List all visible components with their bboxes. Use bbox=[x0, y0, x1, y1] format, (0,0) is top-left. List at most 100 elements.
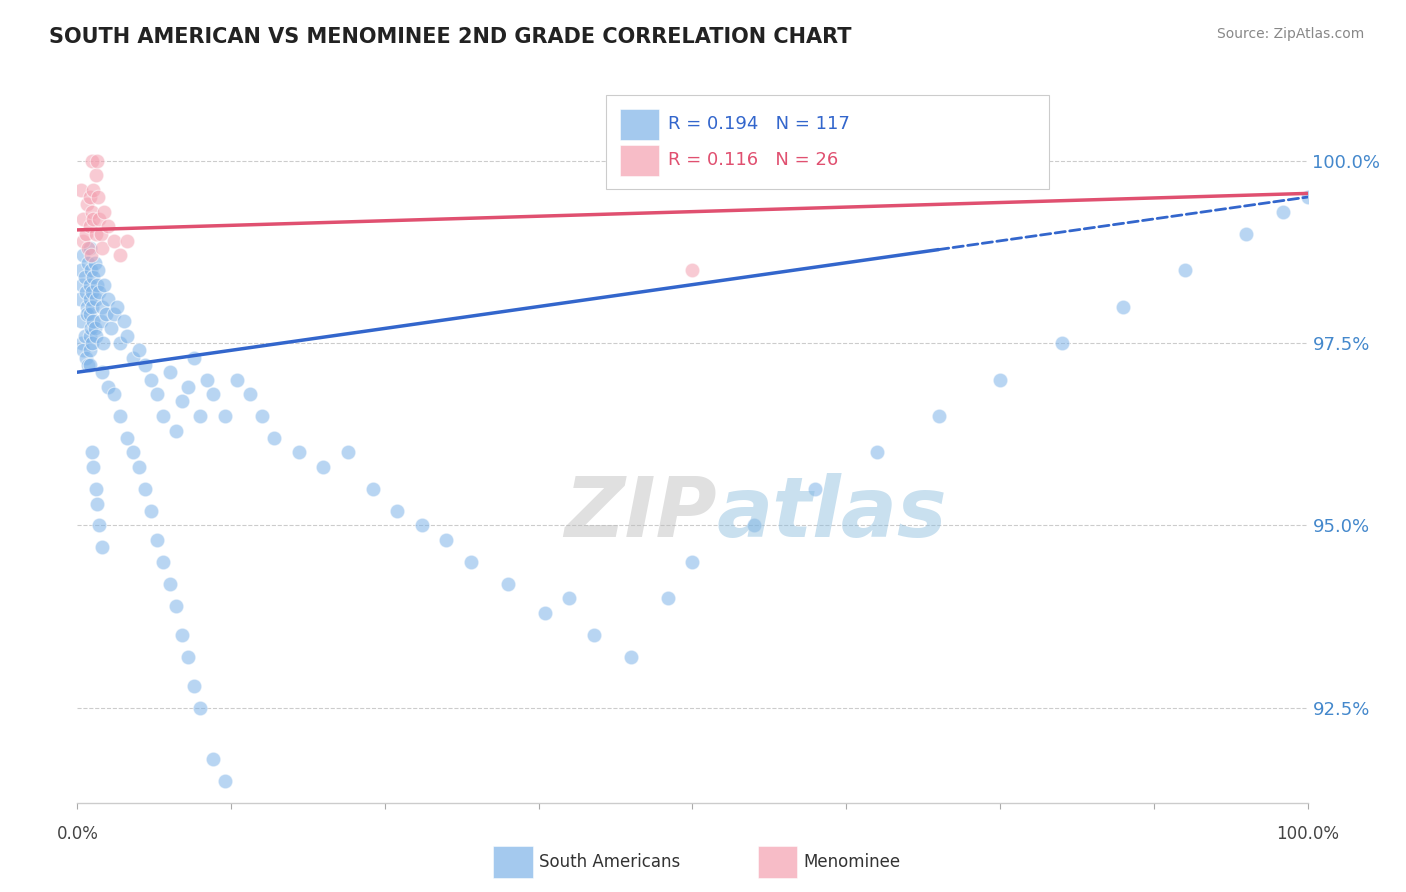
Point bbox=[77, 241, 100, 255]
Point bbox=[170, 394, 193, 409]
Point bbox=[76, 307, 98, 321]
Point bbox=[76, 197, 98, 211]
Point bbox=[583, 628, 606, 642]
Point bbox=[87, 190, 110, 204]
Point bbox=[80, 321, 103, 335]
Point bbox=[141, 372, 163, 386]
Point bbox=[97, 219, 120, 234]
Point bbox=[1296, 190, 1319, 204]
Point bbox=[620, 649, 643, 664]
Point bbox=[70, 263, 93, 277]
Point bbox=[79, 328, 101, 343]
Point bbox=[72, 234, 94, 248]
Point bbox=[82, 270, 104, 285]
Point bbox=[87, 263, 110, 277]
Point bbox=[82, 153, 104, 168]
Point bbox=[558, 591, 581, 606]
Point bbox=[75, 351, 97, 365]
Point bbox=[79, 219, 101, 234]
Point bbox=[177, 380, 200, 394]
Point bbox=[657, 591, 679, 606]
Point bbox=[288, 445, 311, 459]
Point bbox=[121, 351, 143, 365]
Point bbox=[988, 372, 1011, 386]
Point bbox=[94, 307, 117, 321]
Point bbox=[496, 577, 519, 591]
Point bbox=[82, 183, 104, 197]
FancyBboxPatch shape bbox=[758, 847, 797, 878]
Point bbox=[70, 183, 93, 197]
Point bbox=[82, 445, 104, 459]
FancyBboxPatch shape bbox=[494, 847, 533, 878]
Point bbox=[312, 460, 335, 475]
Point bbox=[742, 518, 765, 533]
Point bbox=[103, 234, 125, 248]
Text: atlas: atlas bbox=[717, 474, 948, 554]
Point bbox=[89, 211, 111, 226]
Point bbox=[93, 277, 115, 292]
Point bbox=[79, 277, 101, 292]
Point bbox=[152, 409, 174, 423]
Point bbox=[100, 321, 122, 335]
Point bbox=[83, 321, 105, 335]
Point bbox=[239, 387, 262, 401]
Point bbox=[115, 234, 138, 248]
Point bbox=[1272, 204, 1295, 219]
Point bbox=[201, 387, 224, 401]
Point bbox=[76, 300, 98, 314]
Point bbox=[110, 248, 132, 262]
Point bbox=[86, 277, 108, 292]
Point bbox=[115, 431, 138, 445]
Point bbox=[70, 314, 93, 328]
Point bbox=[263, 431, 285, 445]
Point bbox=[79, 358, 101, 372]
Point bbox=[79, 307, 101, 321]
Text: 100.0%: 100.0% bbox=[1277, 825, 1339, 843]
Point bbox=[90, 314, 112, 328]
Point bbox=[460, 555, 482, 569]
Text: South Americans: South Americans bbox=[538, 853, 681, 871]
FancyBboxPatch shape bbox=[606, 95, 1049, 189]
Point bbox=[214, 773, 236, 788]
Point bbox=[361, 482, 384, 496]
Point bbox=[86, 497, 108, 511]
Point bbox=[1234, 227, 1257, 241]
Text: ZIP: ZIP bbox=[564, 474, 717, 554]
Point bbox=[70, 277, 93, 292]
Point bbox=[337, 445, 360, 459]
Point bbox=[141, 504, 163, 518]
Point bbox=[152, 555, 174, 569]
Point bbox=[84, 168, 107, 182]
Point bbox=[82, 460, 104, 475]
Point bbox=[146, 533, 169, 547]
Point bbox=[82, 336, 104, 351]
Text: R = 0.194   N = 117: R = 0.194 N = 117 bbox=[668, 115, 849, 133]
Point bbox=[82, 285, 104, 299]
Point bbox=[928, 409, 950, 423]
Point bbox=[90, 365, 114, 379]
Point bbox=[80, 263, 103, 277]
Point bbox=[1174, 263, 1197, 277]
Point bbox=[103, 387, 125, 401]
Point bbox=[214, 409, 236, 423]
Point bbox=[90, 241, 114, 255]
Point bbox=[82, 300, 104, 314]
Point bbox=[866, 445, 889, 459]
Point bbox=[170, 628, 193, 642]
Point bbox=[84, 482, 107, 496]
Point bbox=[110, 336, 132, 351]
Point bbox=[411, 518, 433, 533]
Point bbox=[159, 577, 181, 591]
Text: SOUTH AMERICAN VS MENOMINEE 2ND GRADE CORRELATION CHART: SOUTH AMERICAN VS MENOMINEE 2ND GRADE CO… bbox=[49, 27, 852, 46]
Point bbox=[97, 380, 120, 394]
Point bbox=[84, 227, 107, 241]
Point bbox=[90, 541, 114, 555]
Point bbox=[436, 533, 458, 547]
Point bbox=[159, 365, 181, 379]
Point bbox=[105, 300, 128, 314]
Point bbox=[188, 701, 212, 715]
Point bbox=[79, 343, 101, 358]
Point bbox=[165, 599, 187, 613]
Point bbox=[146, 387, 169, 401]
Point bbox=[121, 445, 143, 459]
